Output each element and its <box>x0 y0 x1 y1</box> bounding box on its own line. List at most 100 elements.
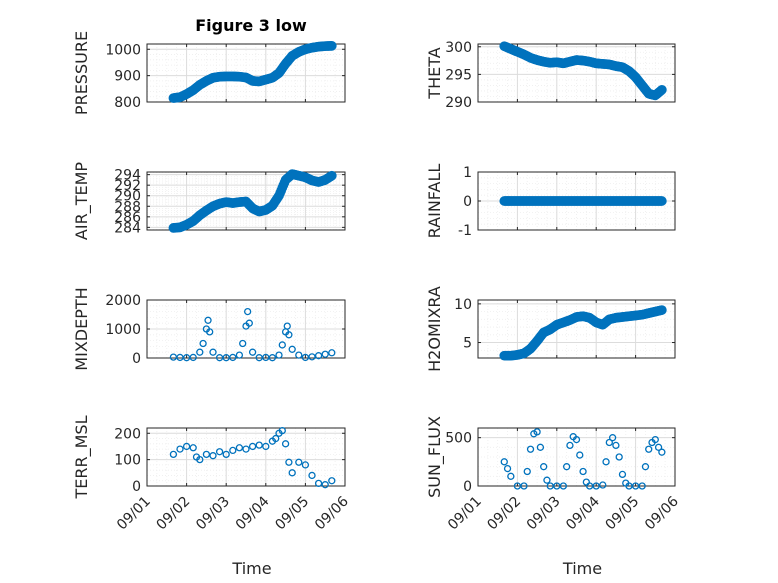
x-tick-label: 09/04 <box>233 493 273 533</box>
data-point <box>559 482 568 490</box>
subplot-7: 0 100 200 09/01 09/02 09/03 09/04 09/05 09/06 TER… <box>72 415 352 578</box>
data-point <box>199 339 207 348</box>
x-tick-label: 09/06 <box>642 493 682 533</box>
x-tick-label: 09/04 <box>563 493 603 533</box>
x-tick-label: 09/02 <box>484 494 524 534</box>
axes-box <box>477 43 676 103</box>
data-point <box>209 348 217 356</box>
x-tick-label: 09/03 <box>193 494 233 534</box>
data-point <box>321 481 329 489</box>
subplot-4: -1 0 1 RAINFALL <box>425 164 676 239</box>
data-point <box>540 463 548 471</box>
data-point <box>176 353 184 362</box>
axes-box <box>146 43 346 103</box>
data-point <box>651 435 659 444</box>
data-series <box>169 307 336 362</box>
data-point <box>308 471 316 480</box>
data-point <box>275 351 283 359</box>
data-point <box>281 440 290 448</box>
y-tick-label: 0 <box>132 351 141 367</box>
y-axis-label: MIXDEPTH <box>72 287 91 370</box>
y-tick-label: 300 <box>445 40 472 56</box>
axes-box <box>477 427 676 487</box>
y-tick-label: 100 <box>114 453 141 469</box>
data-point <box>268 354 277 362</box>
y-tick-label: 0 <box>463 194 472 210</box>
data-point <box>638 482 646 490</box>
y-tick-label: 5 <box>463 336 472 352</box>
data-point <box>328 477 336 485</box>
data-point <box>326 40 337 51</box>
data-point <box>262 442 270 451</box>
data-point <box>657 305 667 315</box>
data-point <box>272 434 280 443</box>
y-axis-label: AIR_TEMP <box>72 162 92 240</box>
data-point <box>500 458 508 466</box>
data-point <box>657 84 667 95</box>
data-point <box>169 353 178 361</box>
subplot-8: 0 500 09/01 09/02 09/03 09/04 09/05 09/06 SUN_FL… <box>425 416 682 578</box>
y-tick-label: 290 <box>114 189 141 205</box>
data-point <box>229 353 237 362</box>
y-tick-label: 286 <box>114 210 141 226</box>
x-axis-label: Time <box>562 559 602 578</box>
y-tick-label: 800 <box>114 95 141 111</box>
y-tick-label: 1 <box>463 165 472 181</box>
data-point <box>301 461 310 469</box>
y-tick-label: 500 <box>445 431 472 447</box>
axes-box <box>146 171 346 231</box>
data-point <box>283 322 291 330</box>
data-point <box>566 441 574 450</box>
data-point <box>536 443 545 451</box>
subplot-6: 5 10 H2OMIXRA <box>425 286 676 372</box>
data-point <box>657 196 667 206</box>
data-series <box>169 426 336 489</box>
data-point <box>533 428 541 436</box>
data-point <box>618 470 627 479</box>
data-point <box>576 451 584 459</box>
subplot-1: 800 900 1000 PRESSURE <box>72 31 346 115</box>
data-point <box>599 481 607 489</box>
y-tick-label: 10 <box>454 297 472 313</box>
data-series <box>500 428 666 490</box>
data-point <box>563 463 571 471</box>
y-tick-label: 290 <box>445 95 472 111</box>
data-point <box>543 476 551 484</box>
data-point <box>314 479 323 488</box>
y-tick-label: 0 <box>132 479 141 495</box>
data-point <box>202 450 211 459</box>
data-point <box>196 455 204 464</box>
data-point <box>235 444 244 452</box>
data-point <box>215 448 224 456</box>
data-point <box>314 352 323 360</box>
data-point <box>245 319 253 327</box>
y-tick-label: 284 <box>114 220 141 236</box>
data-point <box>242 445 250 453</box>
data-point <box>248 348 257 356</box>
y-axis-label: PRESSURE <box>72 31 91 115</box>
y-tick-label: 1000 <box>105 322 141 338</box>
y-tick-label: 295 <box>445 67 472 83</box>
y-tick-label: 294 <box>114 168 141 184</box>
y-tick-label: 0 <box>463 479 472 495</box>
axes-box <box>477 299 676 359</box>
data-point <box>321 350 329 358</box>
data-point <box>654 443 663 451</box>
data-point <box>189 353 197 362</box>
data-point <box>239 339 247 348</box>
y-tick-label: -1 <box>458 223 472 239</box>
data-point <box>176 445 184 453</box>
y-axis-label: SUN_FLUX <box>425 416 445 498</box>
data-point <box>328 349 336 357</box>
data-point <box>612 441 620 450</box>
data-point <box>288 469 296 477</box>
data-point <box>523 467 531 476</box>
data-point <box>255 441 263 449</box>
data-point <box>645 445 653 453</box>
data-point <box>295 458 303 466</box>
data-point <box>288 345 296 353</box>
data-point <box>526 445 535 453</box>
